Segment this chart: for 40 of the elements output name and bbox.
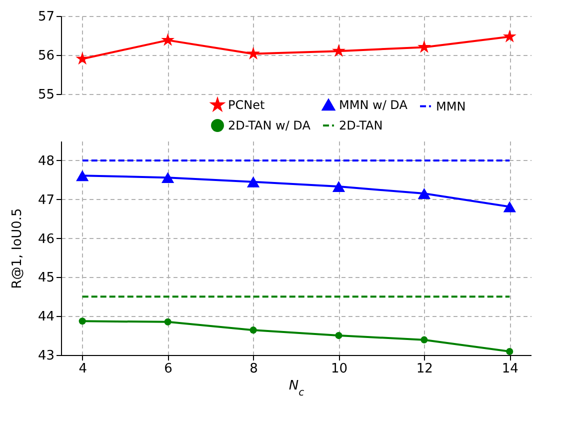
point: [76, 170, 89, 182]
legend-label: 2D-TAN w/ DA: [228, 118, 312, 132]
point: [164, 318, 172, 326]
point: [76, 52, 90, 65]
point: [502, 30, 516, 42]
point: [335, 332, 342, 340]
y-tick-label: 45: [38, 270, 54, 286]
legend-label: PCNet: [228, 98, 265, 112]
point: [78, 318, 86, 325]
y-axis-title: R@1, IoU0.5: [10, 208, 25, 289]
y-tick-label: 55: [38, 88, 54, 102]
point: [503, 201, 516, 212]
y-tick-label: 56: [38, 48, 54, 64]
point: [246, 176, 260, 188]
point: [161, 172, 174, 184]
point: [161, 33, 175, 46]
point: [420, 336, 428, 344]
y-tick-label: 47: [38, 192, 54, 208]
x-tick-label: 6: [164, 362, 172, 376]
legend-label: MMN: [436, 99, 466, 114]
point: [418, 188, 431, 200]
y-tick-label: 48: [38, 154, 54, 169]
x-tick-label: 14: [502, 362, 518, 376]
y-tick-label: 57: [38, 10, 54, 24]
point: [506, 348, 514, 356]
x-tick-label: 4: [78, 362, 88, 376]
point: [417, 40, 431, 53]
legend-label: 2D-TAN: [339, 118, 383, 132]
x-tick-label: 12: [416, 362, 433, 376]
y-tick-label: 44: [38, 310, 54, 325]
x-tick-label: 8: [250, 362, 258, 376]
point: [246, 46, 260, 60]
legend-label: MMN w/ DA: [339, 98, 408, 112]
point: [250, 326, 257, 334]
x-tick-label: 10: [330, 362, 348, 376]
y-tick-label: 43: [38, 348, 54, 364]
point: [332, 44, 346, 57]
x-axis-title: N$_{c}$: [288, 378, 305, 398]
y-tick-label: 46: [38, 232, 54, 247]
point: [332, 181, 346, 192]
